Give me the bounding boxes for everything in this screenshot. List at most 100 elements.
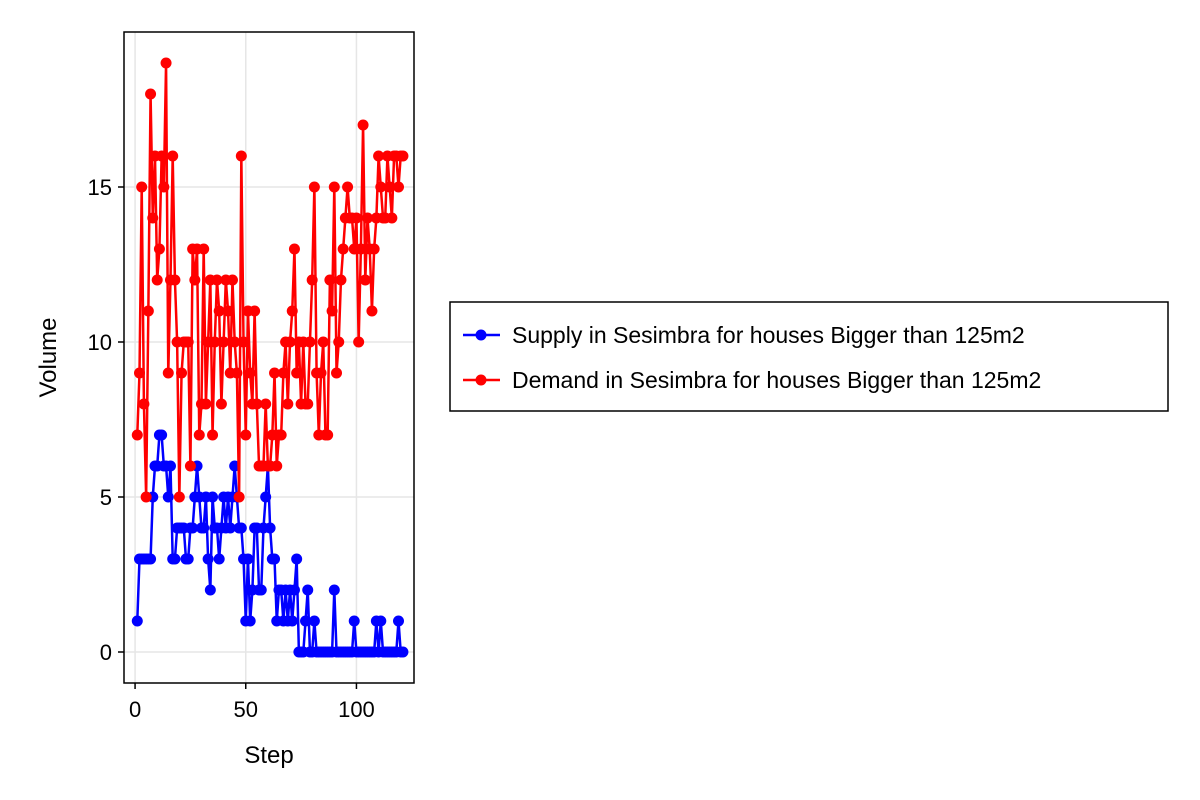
data-point — [211, 274, 223, 286]
data-point — [326, 305, 338, 317]
data-point — [302, 584, 314, 596]
data-point — [182, 553, 194, 565]
legend-label: Supply in Sesimbra for houses Bigger tha… — [512, 322, 1025, 348]
data-point — [308, 181, 320, 193]
data-point — [337, 243, 349, 255]
data-point — [209, 336, 221, 348]
data-point — [153, 243, 165, 255]
data-point — [306, 274, 318, 286]
data-point — [235, 522, 247, 534]
plot-area-frame — [123, 31, 415, 684]
data-point — [348, 615, 360, 627]
data-point — [244, 367, 256, 379]
data-point — [386, 212, 398, 224]
data-point — [140, 491, 152, 503]
data-point — [145, 553, 157, 565]
data-point — [324, 274, 336, 286]
data-point — [147, 212, 159, 224]
data-point — [271, 460, 283, 472]
data-point — [204, 584, 216, 596]
data-point — [224, 522, 236, 534]
data-point — [151, 274, 163, 286]
series-supply — [131, 429, 409, 658]
data-point — [164, 460, 176, 472]
legend-item: Supply in Sesimbra for houses Bigger tha… — [463, 322, 1025, 348]
data-point — [288, 584, 300, 596]
data-point — [229, 336, 241, 348]
data-point — [357, 119, 369, 131]
x-axis-title: Step — [244, 742, 293, 769]
series-demand — [131, 57, 409, 503]
data-point — [244, 615, 256, 627]
data-point — [322, 429, 334, 441]
data-point — [362, 212, 374, 224]
y-tick-label: 15 — [88, 175, 112, 200]
data-point — [162, 367, 174, 379]
data-point — [182, 336, 194, 348]
series-layer — [131, 57, 409, 658]
y-tick-label: 5 — [100, 485, 112, 510]
legend-marker — [475, 374, 487, 386]
data-point — [317, 336, 329, 348]
data-point — [213, 305, 225, 317]
data-point — [300, 615, 312, 627]
data-point — [277, 367, 289, 379]
data-point — [198, 243, 210, 255]
data-point — [375, 181, 387, 193]
data-point — [275, 429, 287, 441]
data-point — [291, 367, 303, 379]
y-tick-label: 0 — [100, 640, 112, 665]
data-point — [375, 615, 387, 627]
data-point — [176, 367, 188, 379]
data-point — [328, 584, 340, 596]
data-point — [308, 615, 320, 627]
legend-marker — [475, 329, 487, 341]
data-point — [288, 243, 300, 255]
data-point — [173, 491, 185, 503]
data-point — [202, 553, 214, 565]
data-point — [286, 305, 298, 317]
data-point — [160, 57, 172, 69]
data-point — [260, 398, 272, 410]
data-point — [269, 367, 281, 379]
data-point — [264, 522, 276, 534]
data-point — [269, 553, 281, 565]
legend-box — [449, 301, 1169, 412]
data-point — [133, 367, 145, 379]
y-tick-label: 10 — [88, 330, 112, 355]
data-point — [233, 491, 245, 503]
data-point — [333, 336, 345, 348]
data-point — [393, 615, 405, 627]
data-point — [131, 429, 143, 441]
data-point — [304, 336, 316, 348]
data-point — [213, 553, 225, 565]
data-point — [226, 274, 238, 286]
data-point — [189, 274, 201, 286]
data-point — [315, 367, 327, 379]
legend-label: Demand in Sesimbra for houses Bigger tha… — [512, 367, 1041, 393]
data-point — [331, 367, 343, 379]
data-point — [231, 367, 243, 379]
data-point — [156, 150, 168, 162]
data-point — [353, 336, 365, 348]
data-point — [335, 274, 347, 286]
x-tick-label: 50 — [234, 697, 258, 722]
data-point — [207, 491, 219, 503]
data-point — [397, 646, 409, 658]
y-axis-title: Volume — [35, 317, 62, 397]
data-point — [384, 181, 396, 193]
data-point — [136, 181, 148, 193]
data-point — [215, 398, 227, 410]
data-point — [218, 336, 230, 348]
data-point — [355, 243, 367, 255]
data-point — [366, 305, 378, 317]
data-point — [397, 150, 409, 162]
data-point — [222, 305, 234, 317]
data-point — [142, 305, 154, 317]
data-point — [286, 615, 298, 627]
data-point — [238, 336, 250, 348]
data-point — [200, 398, 212, 410]
data-point — [350, 212, 362, 224]
data-point — [138, 398, 150, 410]
